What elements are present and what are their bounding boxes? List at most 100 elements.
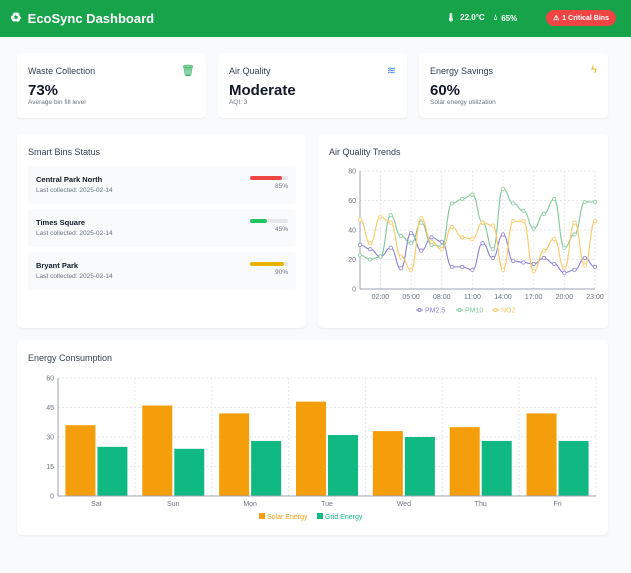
data-point (582, 255, 587, 261)
data-point (357, 242, 363, 247)
bar-grid-energy (481, 440, 512, 496)
card-value: 60% (430, 82, 461, 99)
data-point (408, 267, 414, 272)
data-point (582, 199, 587, 205)
card-subtitle: AQI: 3 (229, 99, 248, 106)
energy-savings-card: Energy Savings ϟ 60% Solar energy utiliz… (419, 53, 608, 118)
fill-bar-level (250, 219, 268, 223)
data-point (480, 220, 485, 225)
data-point (562, 270, 567, 275)
legend-label: Grid Energy (325, 514, 363, 521)
card-value: 73% (28, 82, 59, 99)
y-tick-label: 20 (348, 257, 356, 264)
data-point (582, 263, 587, 268)
data-point (592, 264, 598, 269)
card-value: Moderate (229, 82, 296, 99)
x-tick-label: Fri (553, 501, 562, 508)
humidity-readout: 💧︎ 65% (494, 13, 517, 23)
bin-date: Last collected: 2025-02-14 (36, 230, 113, 237)
app-title: EcoSync Dashboard (27, 10, 155, 26)
data-point (531, 226, 536, 231)
fill-bar (250, 262, 288, 266)
data-point (439, 247, 444, 252)
data-point (531, 261, 536, 267)
data-point (572, 232, 577, 237)
data-point (378, 214, 383, 219)
data-point (531, 269, 536, 274)
data-point (572, 267, 577, 272)
data-point (388, 213, 393, 218)
energy-bar-chart: 0 15 30 45 60 Sat Sun Mon Tue Wed Thu Fri Solar Ener… (46, 376, 597, 521)
x-tick-label: 20:00 (556, 294, 574, 301)
data-point (460, 196, 465, 202)
bar-grid-energy (404, 437, 435, 496)
bin-item[interactable]: Bryant Park Last collected: 2025-02-14 9… (28, 252, 296, 290)
bar-solar-energy (142, 405, 173, 496)
data-point (470, 236, 475, 241)
data-point (480, 241, 485, 246)
bin-date: Last collected: 2025-02-14 (36, 273, 113, 280)
energy-consumption-card: Energy Consumption 0 15 30 45 60 Sat Sun Mon Tue… (17, 340, 608, 535)
data-point (552, 261, 557, 267)
data-point (378, 254, 383, 259)
data-point (419, 220, 424, 225)
air-quality-trends-card: Air Quality Trends 0 20 40 60 80 02:00 05:00 08… (318, 134, 608, 328)
data-point (449, 201, 455, 206)
card-subtitle: Solar energy utilization (430, 99, 496, 106)
bin-name: Central Park North (36, 175, 103, 184)
data-point (521, 219, 526, 224)
data-point (552, 196, 557, 202)
alert-triangle-icon: ⚠ (553, 15, 560, 22)
chart-title: Air Quality Trends (329, 147, 401, 157)
temperature-value: 22.0°C (460, 13, 485, 22)
x-tick-label: 02:00 (372, 294, 390, 301)
data-point (552, 236, 557, 241)
data-point (470, 267, 475, 272)
data-point (419, 248, 424, 253)
data-point (398, 266, 403, 271)
data-point (562, 266, 567, 271)
y-tick-label: 15 (46, 464, 54, 471)
data-point (470, 192, 475, 197)
alert-text: 1 Critical Bins (562, 14, 609, 22)
y-tick-label: 0 (352, 287, 356, 294)
bin-name: Bryant Park (36, 261, 79, 270)
legend-label: Solar Energy (267, 514, 308, 521)
air-quality-card: Air Quality ≋ Moderate AQI: 3 (218, 53, 407, 118)
data-point (490, 247, 495, 252)
x-tick-label: Tue (321, 501, 333, 508)
bar-solar-energy (372, 431, 403, 496)
x-tick-label: Sun (167, 501, 180, 508)
legend-marker (493, 308, 498, 312)
data-point (500, 232, 506, 237)
data-point (541, 211, 547, 216)
data-point (592, 199, 598, 205)
data-point (511, 201, 516, 206)
data-point (449, 264, 455, 269)
data-point (541, 248, 547, 253)
y-tick-label: 30 (46, 435, 54, 442)
x-tick-label: 14:00 (494, 294, 512, 301)
bin-item[interactable]: Times Square Last collected: 2025-02-14 … (28, 209, 296, 247)
humidity-value: 65% (501, 13, 518, 23)
critical-bins-badge[interactable]: ⚠ 1 Critical Bins (546, 10, 616, 26)
bar-solar-energy (219, 413, 250, 496)
bin-item[interactable]: Central Park North Last collected: 2025-… (28, 166, 296, 204)
bar-grid-energy (97, 446, 128, 496)
data-point (460, 235, 465, 240)
x-tick-label: 17:00 (525, 294, 543, 301)
temperature-readout: 🌡︎ 22.0°C (446, 13, 485, 22)
data-point (500, 267, 506, 272)
bar-grid-energy (174, 448, 205, 496)
data-point (429, 239, 434, 244)
smart-bins-card: Smart Bins Status Central Park North Las… (17, 134, 306, 328)
data-point (357, 217, 363, 222)
data-point (357, 252, 363, 258)
x-tick-label: 08:00 (433, 294, 451, 301)
data-point (490, 255, 495, 261)
x-tick-label: 23:00 (586, 294, 604, 301)
card-title: Air Quality (229, 66, 271, 76)
air-quality-line-chart: 0 20 40 60 80 02:00 05:00 08:00 11:00 14:00 17:00 2… (348, 169, 604, 315)
data-point (439, 239, 444, 244)
recycle-icon: ♻ (10, 10, 22, 25)
